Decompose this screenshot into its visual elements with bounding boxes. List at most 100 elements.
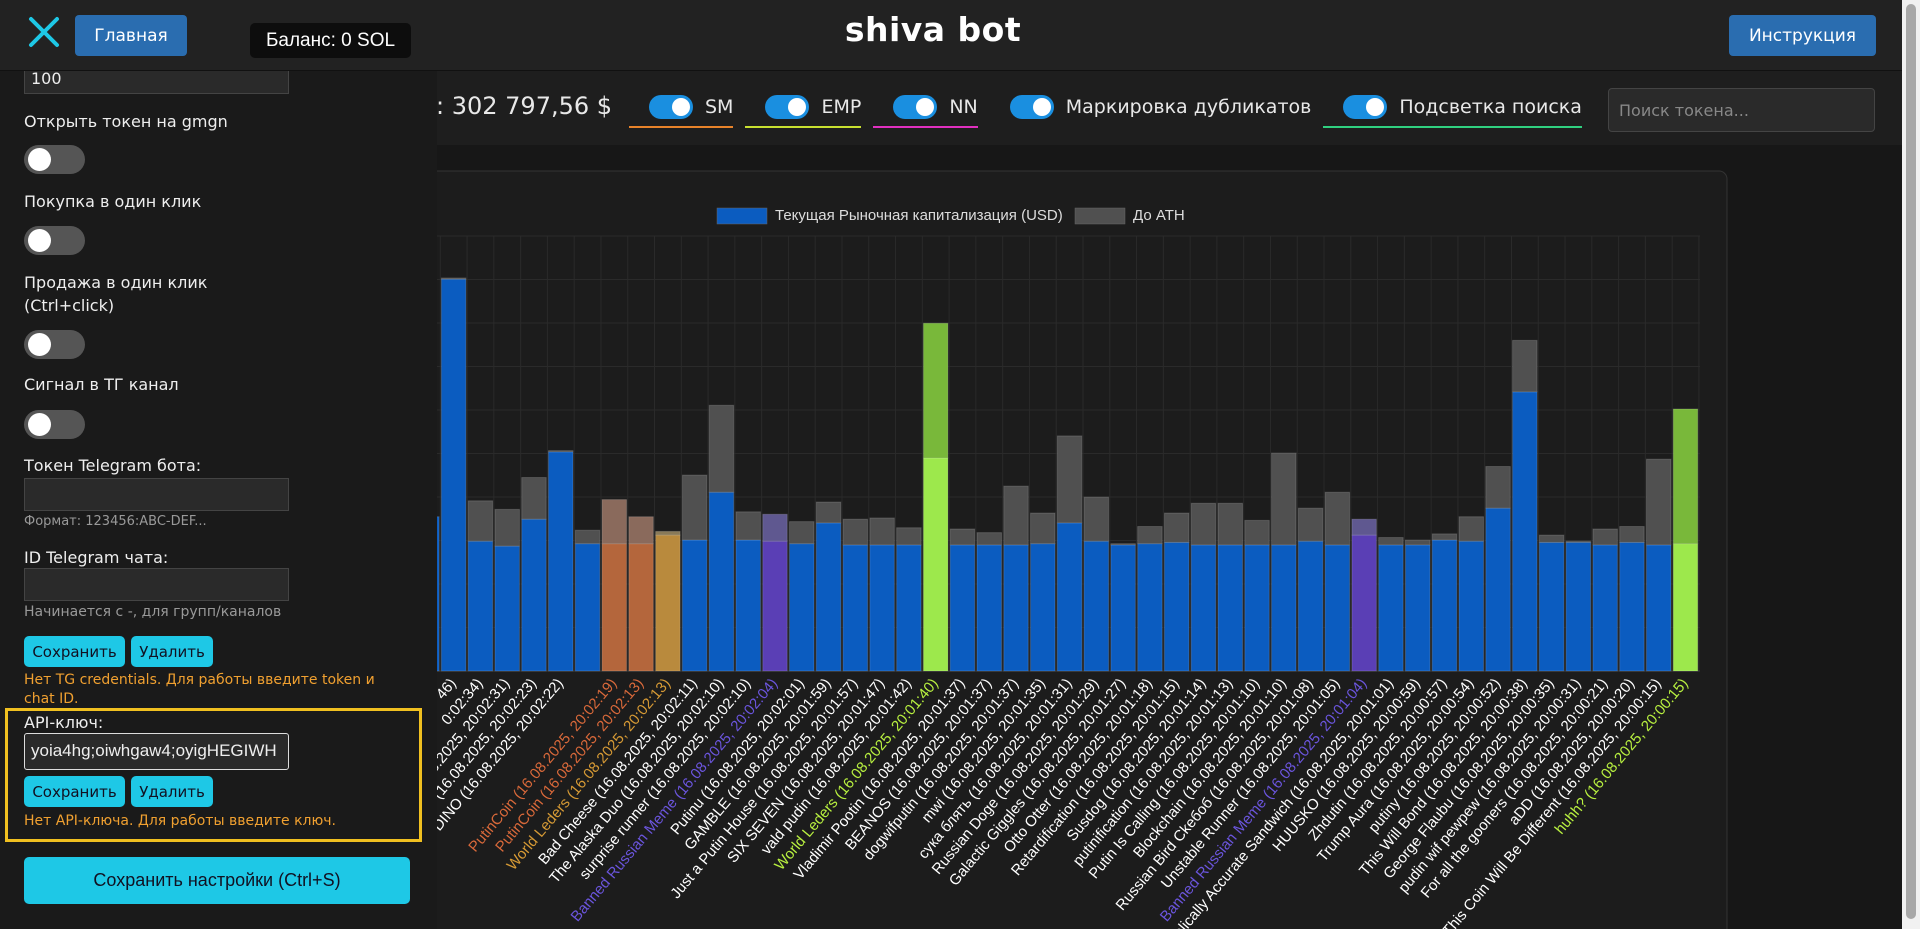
ath-segment xyxy=(1137,526,1163,545)
toggle-switch[interactable] xyxy=(765,95,810,119)
bar-segment xyxy=(574,543,601,672)
bar-segment xyxy=(1538,541,1565,672)
ath-segment xyxy=(1110,543,1136,546)
save-button[interactable]: Сохранить xyxy=(24,636,125,667)
balance: Баланс: 0 SOL xyxy=(250,23,411,58)
setting-label: Открыть токен на gmgn xyxy=(24,112,228,131)
bar-segment xyxy=(1672,543,1699,672)
ath-segment xyxy=(1030,512,1056,545)
bar-segment xyxy=(1592,544,1618,672)
tg-token-input[interactable] xyxy=(24,478,289,511)
bar-segment xyxy=(467,540,494,672)
delete-button[interactable]: Удалить xyxy=(131,636,213,667)
ath-segment xyxy=(1378,537,1404,546)
field-label: Токен Telegram бота: xyxy=(24,456,202,475)
ath-segment xyxy=(1431,533,1458,541)
bar-segment xyxy=(440,278,467,672)
close-icon[interactable] xyxy=(28,16,60,48)
ath-segment xyxy=(708,404,735,493)
toggle-switch[interactable] xyxy=(1009,95,1054,119)
tg-status: Нет TG credentials. Для работы введите t… xyxy=(24,672,375,707)
ath-segment xyxy=(494,508,520,547)
setting-label: Сигнал в ТГ канал xyxy=(24,375,179,394)
ath-segment xyxy=(815,501,842,524)
bars xyxy=(414,277,1699,672)
bar-segment xyxy=(1297,540,1324,672)
bar-segment xyxy=(949,544,976,672)
ath-segment xyxy=(574,529,601,545)
toolbar-toggle: Маркировка дубликатов xyxy=(990,92,1312,128)
ath-segment xyxy=(735,511,761,541)
ath-segment xyxy=(467,500,494,542)
setting-toggle[interactable] xyxy=(24,410,85,439)
bar-segment xyxy=(869,544,895,672)
ath-segment xyxy=(1619,526,1645,543)
delete-button[interactable]: Удалить xyxy=(131,776,213,807)
toggle-switch[interactable] xyxy=(649,95,693,119)
bar-segment xyxy=(1565,541,1592,672)
ath-segment xyxy=(1672,408,1699,545)
ath-segment xyxy=(869,517,895,546)
toggle-label: NN xyxy=(949,96,978,118)
bar-segment xyxy=(1458,540,1485,672)
ath-segment xyxy=(1271,452,1297,546)
ath-segment xyxy=(1404,539,1431,546)
legend-label: До ATH xyxy=(1133,207,1185,224)
home-button[interactable]: Главная xyxy=(75,15,187,56)
ath-segment xyxy=(1163,512,1190,543)
search-input[interactable]: Поиск токена... xyxy=(1608,88,1875,132)
tg-chat-input[interactable] xyxy=(24,568,289,601)
toolbar-toggle: SM xyxy=(629,92,734,128)
toggle-switch[interactable] xyxy=(1343,95,1388,119)
toggle-switch[interactable] xyxy=(893,95,938,119)
ath-segment xyxy=(440,277,467,280)
ath-segment xyxy=(681,474,708,541)
ath-segment xyxy=(1538,534,1565,543)
help-button[interactable]: Инструкция xyxy=(1729,15,1876,56)
bar-segment xyxy=(735,539,761,672)
toggle-label: Подсветка поиска xyxy=(1399,96,1582,118)
field-hint: Начинается с -, для групп/каналов xyxy=(24,604,282,620)
bar-segment xyxy=(708,491,735,672)
toolbar-toggle: EMP xyxy=(745,92,862,128)
bar-segment xyxy=(1163,541,1190,672)
setting-toggle[interactable] xyxy=(24,226,85,255)
ath-segment xyxy=(949,528,976,546)
api-status: Нет API-ключа. Для работы введите ключ. xyxy=(24,813,336,829)
bar-segment xyxy=(1217,544,1243,672)
save-all-button[interactable]: Сохранить настройки (Ctrl+S) xyxy=(24,857,410,904)
toolbar-toggle: NN xyxy=(873,92,978,128)
ath-segment xyxy=(1190,502,1217,546)
save-button[interactable]: Сохранить xyxy=(24,776,125,807)
ath-segment xyxy=(762,513,788,542)
ath-segment xyxy=(922,322,949,459)
bar-segment xyxy=(1003,544,1029,672)
legend-swatch xyxy=(1074,207,1126,225)
toolbar-toggles: SM EMP NN Маркировка дубликатов Подсветка по… xyxy=(629,92,1582,128)
field-label: API-ключ: xyxy=(24,713,104,732)
bar-segment xyxy=(548,451,574,672)
bar-segment xyxy=(1324,544,1351,672)
ath-segment xyxy=(1324,491,1351,546)
legend-swatch xyxy=(716,207,768,225)
bar-segment xyxy=(1083,540,1110,672)
setting-toggle[interactable] xyxy=(24,145,85,174)
ath-segment xyxy=(1645,458,1672,546)
bar-segment xyxy=(1030,543,1056,672)
scrollbar-thumb[interactable] xyxy=(1906,4,1916,919)
bar-segment xyxy=(1351,534,1377,672)
ath-segment xyxy=(976,532,1002,546)
setting-label: Продажа в один клик (Ctrl+click) xyxy=(24,273,208,315)
bar-segment xyxy=(842,544,869,672)
ath-segment xyxy=(1512,339,1538,393)
setting-toggle[interactable] xyxy=(24,330,85,359)
ath-segment xyxy=(1056,435,1083,524)
bar-segment xyxy=(1110,544,1136,672)
toggle-label: Маркировка дубликатов xyxy=(1065,96,1312,118)
bar-segment xyxy=(1190,544,1217,672)
api-key-input[interactable]: yoia4hg;oiwhgaw4;oyigHEGIWH xyxy=(24,733,289,770)
bar-segment xyxy=(1619,541,1645,672)
ath-segment xyxy=(655,530,681,536)
field-hint: Формат: 123456:ABC-DEF... xyxy=(24,514,207,529)
